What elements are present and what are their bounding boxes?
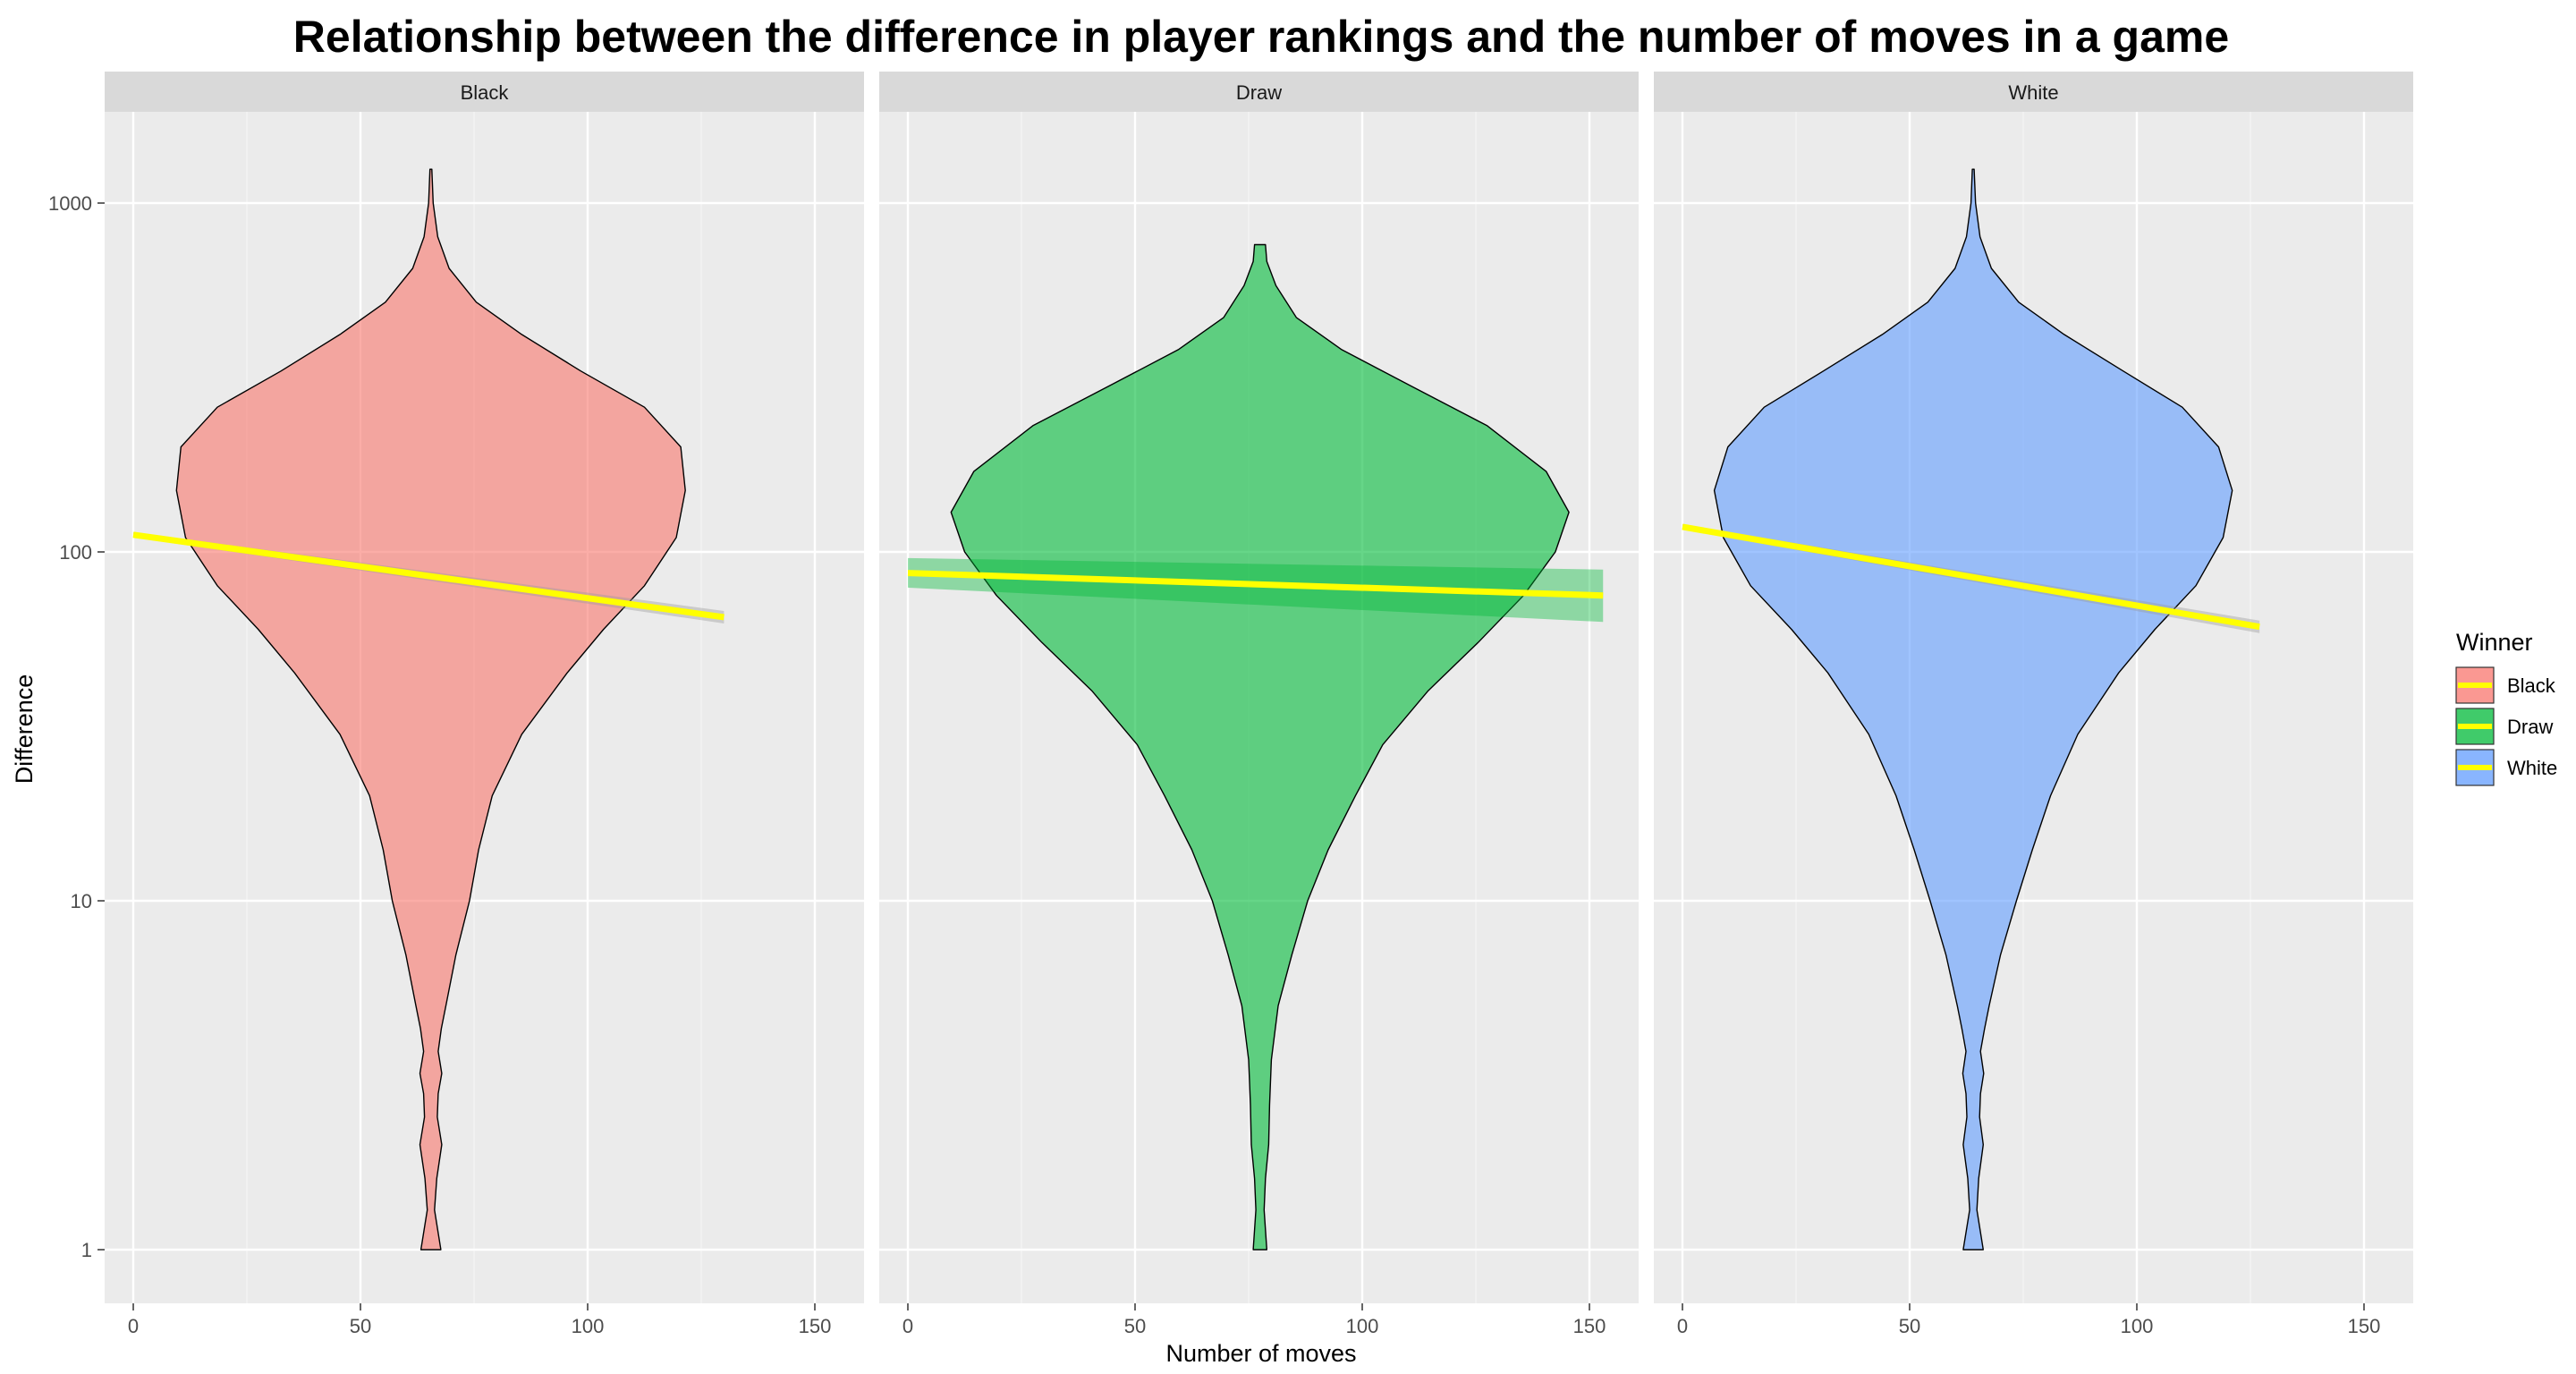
facet-panel-draw: Draw 0 50 100 150: [879, 72, 1639, 1337]
legend-label: Draw: [2507, 716, 2553, 738]
legend-item-white: White: [2456, 750, 2557, 785]
facet-strip-label: Black: [461, 81, 510, 104]
y-tick-label: 10: [71, 890, 92, 912]
x-tick-label: 100: [1346, 1315, 1379, 1337]
facet-strip-label: Draw: [1236, 81, 1282, 104]
legend-item-black: Black: [2456, 667, 2556, 703]
x-tick-label: 50: [1899, 1315, 1920, 1337]
x-tick-label: 0: [128, 1315, 139, 1337]
x-tick-label: 150: [799, 1315, 832, 1337]
legend-label: White: [2507, 757, 2557, 779]
legend-layer: Black Draw White: [2456, 667, 2557, 785]
x-tick-label: 50: [350, 1315, 371, 1337]
facet-strip-label: White: [2008, 81, 2058, 104]
y-axis: 1 10 100 1000: [48, 192, 105, 1261]
y-tick-label: 1: [81, 1239, 92, 1261]
x-tick-label: 0: [902, 1315, 913, 1337]
x-tick-label: 150: [1573, 1315, 1606, 1337]
x-tick-label: 150: [2348, 1315, 2381, 1337]
x-tick-label: 0: [1677, 1315, 1688, 1337]
facet-panel-white: White 0 50 100 150: [1654, 72, 2413, 1337]
x-tick-label: 50: [1124, 1315, 1146, 1337]
panels-layer: Black 0 50 100 150 Draw 0 50 100 150 White 0 50 100 15…: [48, 72, 2413, 1337]
x-tick-label: 100: [2121, 1315, 2154, 1337]
legend-label: Black: [2507, 674, 2556, 697]
x-axis-title: Number of moves: [1165, 1340, 1356, 1367]
facet-panel-black: Black 0 50 100 150: [105, 72, 864, 1337]
chart-title: Relationship between the difference in p…: [293, 12, 2229, 62]
legend-title: Winner: [2456, 629, 2533, 656]
y-tick-label: 1000: [48, 192, 92, 215]
legend-item-draw: Draw: [2456, 708, 2553, 744]
y-tick-label: 100: [59, 541, 92, 564]
x-tick-label: 100: [572, 1315, 605, 1337]
y-axis-title: Difference: [11, 674, 38, 785]
